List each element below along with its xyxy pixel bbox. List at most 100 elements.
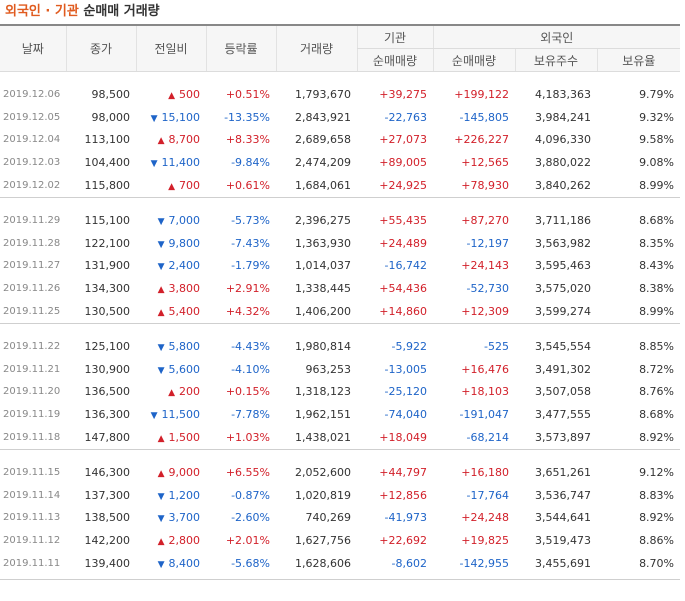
cell-rate: +6.55% <box>225 465 270 479</box>
cell-close: 134,300 <box>84 282 131 296</box>
cell-rate: -1.79% <box>231 259 270 273</box>
cell-close: 122,100 <box>84 236 131 250</box>
col-foreign: 외국인 <box>432 24 681 49</box>
cell-date: 2019.11.21 <box>3 363 61 375</box>
change-value: 8,700 <box>168 133 201 147</box>
cell-rate: +0.61% <box>225 179 270 193</box>
divider-cell <box>0 197 681 209</box>
up-triangle-icon: ▲ <box>168 182 175 193</box>
cell-volume: 1,014,037 <box>295 259 351 273</box>
cell-foreign-ratio: 9.32% <box>639 110 675 124</box>
col-volume: 거래량 <box>275 24 357 72</box>
cell-volume: 963,253 <box>305 362 352 376</box>
cell-change: ▼ 11,500 <box>136 403 206 426</box>
table-row: 2019.11.19 136,300 ▼ 11,500 -7.78% 1,962,151 -… <box>0 403 680 426</box>
cell-close: 104,400 <box>84 156 131 170</box>
cell-change: ▲ 9,000 <box>136 461 206 484</box>
cell-close: 98,000 <box>91 110 131 124</box>
cell-foreign-ratio: 9.12% <box>639 465 675 479</box>
change-value: 1,200 <box>168 488 201 502</box>
table-row: 2019.11.12 142,200 ▲ 2,800 +2.01% 1,627,756 +2… <box>0 529 680 552</box>
header-row: 날짜 종가 전일비 등락률 거래량 기관 외국인 <box>0 24 681 72</box>
cell-date: 2019.11.15 <box>3 466 61 478</box>
cell-foreign-net: +16,476 <box>461 362 509 376</box>
cell-change: ▼ 1,200 <box>136 484 206 507</box>
divider-cell <box>0 574 681 580</box>
change-value: 1,500 <box>168 431 201 445</box>
cell-inst-net: +39,275 <box>379 87 427 101</box>
cell-inst-net: +12,856 <box>379 488 427 502</box>
cell-foreign-ratio: 8.68% <box>639 408 675 422</box>
cell-foreign-ratio: 8.38% <box>639 282 675 296</box>
cell-foreign-net: -525 <box>484 339 509 353</box>
cell-rate: +4.32% <box>225 305 270 319</box>
cell-foreign-net: +78,930 <box>461 179 509 193</box>
col-inst-net: 순매매량 <box>356 48 433 72</box>
change-value: 11,500 <box>161 408 201 422</box>
down-triangle-icon: ▼ <box>150 159 158 170</box>
cell-volume: 1,684,061 <box>295 179 351 193</box>
cell-foreign-shares: 3,711,186 <box>535 213 591 227</box>
cell-foreign-shares: 3,573,897 <box>535 431 591 445</box>
cell-close: 98,500 <box>91 87 131 101</box>
cell-close: 131,900 <box>84 259 131 273</box>
cell-foreign-net: +87,270 <box>461 213 509 227</box>
up-triangle-icon: ▲ <box>168 388 175 399</box>
table-row: 2019.11.13 138,500 ▼ 3,700 -2.60% 740,269 -41,… <box>0 507 680 530</box>
cell-foreign-ratio: 8.92% <box>639 511 675 525</box>
trading-table: 날짜 종가 전일비 등락률 거래량 기관 외국인 순매매량 순매매량 보유주수 … <box>0 24 681 580</box>
cell-close: 115,800 <box>84 179 131 193</box>
cell-inst-net: +18,049 <box>379 431 427 445</box>
down-triangle-icon: ▼ <box>150 411 158 422</box>
down-triangle-icon: ▼ <box>157 342 165 353</box>
cell-date: 2019.12.06 <box>3 88 61 100</box>
cell-inst-net: +14,860 <box>379 305 427 319</box>
col-close: 종가 <box>65 24 136 72</box>
down-triangle-icon: ▼ <box>150 113 158 124</box>
cell-volume: 1,318,123 <box>295 385 351 399</box>
cell-volume: 1,438,021 <box>295 431 351 445</box>
cell-close: 125,100 <box>84 339 131 353</box>
cell-foreign-shares: 3,544,641 <box>535 511 591 525</box>
cell-foreign-net: +12,565 <box>461 156 509 170</box>
cell-change: ▼ 5,800 <box>136 335 206 358</box>
cell-close: 146,300 <box>84 465 131 479</box>
up-triangle-icon: ▲ <box>157 285 165 296</box>
down-triangle-icon: ▼ <box>157 514 165 525</box>
down-triangle-icon: ▼ <box>157 365 165 376</box>
cell-foreign-ratio: 8.86% <box>639 534 675 548</box>
table-row: 2019.11.18 147,800 ▲ 1,500 +1.03% 1,438,021 +1… <box>0 426 680 449</box>
cell-volume: 2,052,600 <box>295 465 351 479</box>
cell-volume: 2,843,921 <box>295 110 351 124</box>
cell-rate: -7.78% <box>231 408 270 422</box>
table-row: 2019.11.20 136,500 ▲ 200 +0.15% 1,318,123 -25,… <box>0 381 680 404</box>
table-row: 2019.11.26 134,300 ▲ 3,800 +2.91% 1,338,445 +5… <box>0 277 680 300</box>
cell-date: 2019.11.25 <box>3 306 61 318</box>
change-value: 3,800 <box>168 282 201 296</box>
cell-foreign-ratio: 8.35% <box>639 236 675 250</box>
table-bottom-line <box>0 574 681 580</box>
cell-volume: 1,020,819 <box>295 488 351 502</box>
table-row: 2019.12.06 98,500 ▲ 500 +0.51% 1,793,670 +39,2… <box>0 83 680 106</box>
table-row: 2019.11.11 139,400 ▼ 8,400 -5.68% 1,628,606 -8… <box>0 552 680 575</box>
panel-title: 외국인 · 기관 순매매 거래량 <box>0 0 685 24</box>
up-triangle-icon: ▲ <box>157 537 165 548</box>
cell-rate: +8.33% <box>225 133 270 147</box>
cell-foreign-ratio: 8.72% <box>639 362 675 376</box>
cell-change: ▼ 5,600 <box>136 358 206 381</box>
cell-foreign-net: -68,214 <box>466 431 509 445</box>
cell-change: ▼ 11,400 <box>136 151 206 174</box>
cell-inst-net: +22,692 <box>379 534 427 548</box>
cell-foreign-shares: 3,880,022 <box>535 156 591 170</box>
change-value: 15,100 <box>161 110 201 124</box>
cell-rate: -7.43% <box>231 236 270 250</box>
cell-date: 2019.11.13 <box>3 512 61 524</box>
cell-close: 139,400 <box>84 557 131 571</box>
up-triangle-icon: ▲ <box>157 434 165 445</box>
cell-close: 130,500 <box>84 305 131 319</box>
cell-change: ▲ 200 <box>136 381 206 404</box>
cell-foreign-net: -142,955 <box>459 557 509 571</box>
cell-rate: -5.68% <box>231 557 270 571</box>
cell-inst-net: -5,922 <box>391 339 427 353</box>
